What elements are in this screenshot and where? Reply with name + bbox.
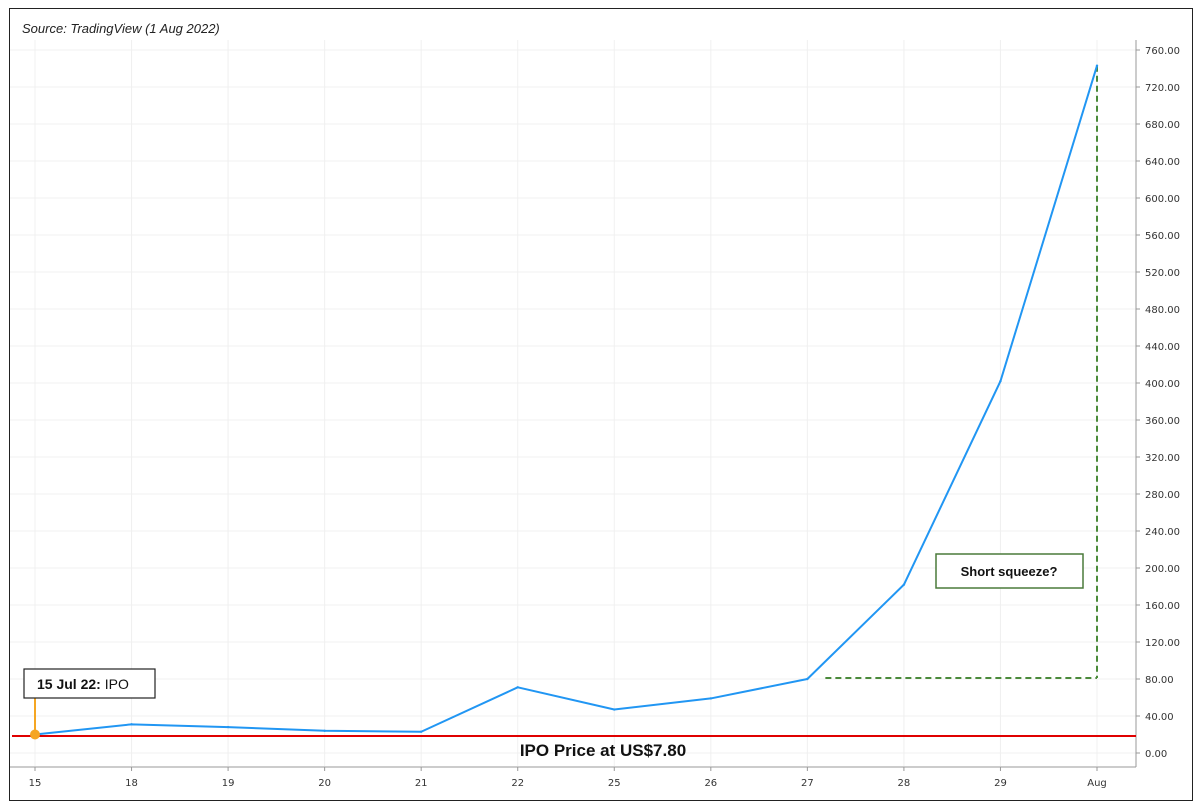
x-tick-label-3: 20: [318, 778, 331, 789]
point-20: [323, 729, 326, 732]
x-tick-label-0: 15: [29, 778, 42, 789]
y-tick-label-0: 0.00: [1145, 749, 1167, 760]
y-tick-label-18: 720.00: [1145, 83, 1180, 94]
y-axis-ticks: 0.00 40.00 80.00 120.00 160.00 200.00 240.00 28…: [1136, 46, 1180, 760]
point-22: [516, 686, 519, 689]
y-tick-label-5: 200.00: [1145, 564, 1180, 575]
x-tick-label-5: 22: [511, 778, 524, 789]
x-tick-label-11: Aug: [1087, 778, 1107, 789]
point-27: [806, 677, 809, 681]
y-tick-label-8: 320.00: [1145, 453, 1180, 464]
short-squeeze-callout-box: [935, 553, 1084, 589]
x-tick-label-9: 28: [898, 778, 911, 789]
ipo-callout-date: 15 Jul 22:: [37, 676, 101, 692]
y-tick-label-1: 40.00: [1145, 712, 1174, 723]
ipo-callout-label: 15 Jul 22: IPO: [37, 676, 129, 692]
point-19: [226, 725, 230, 729]
chart-frame: [9, 8, 1193, 801]
y-tick-label-15: 600.00: [1145, 194, 1180, 205]
ipo-callout-event: IPO: [101, 676, 129, 692]
y-tick-label-4: 160.00: [1145, 601, 1180, 612]
x-tick-label-8: 27: [801, 778, 814, 789]
series-line: [34, 65, 1098, 736]
y-tick-label-11: 440.00: [1145, 342, 1180, 353]
point-18: [130, 723, 133, 726]
y-tick-label-10: 400.00: [1145, 379, 1180, 390]
x-axis-ticks: 15 18 19 20 21 22 25 26 27 28 29 Aug: [29, 767, 1107, 789]
y-tick-label-16: 640.00: [1145, 157, 1180, 168]
x-tick-label-6: 25: [608, 778, 621, 789]
x-tick-label-10: 29: [994, 778, 1007, 789]
source-caption: Source: TradingView (1 Aug 2022): [22, 21, 220, 36]
point-28: [902, 583, 906, 586]
y-tick-label-6: 240.00: [1145, 527, 1180, 538]
short-squeeze-label: Short squeeze?: [961, 564, 1058, 579]
y-tick-label-12: 480.00: [1145, 305, 1180, 316]
point-Aug: [1095, 64, 1099, 67]
y-tick-label-17: 680.00: [1145, 120, 1180, 131]
y-tick-label-7: 280.00: [1145, 490, 1180, 501]
axes: [10, 40, 1137, 768]
y-tick-label-3: 120.00: [1145, 638, 1180, 649]
ipo-marker: [30, 729, 40, 740]
x-tick-label-2: 19: [222, 778, 235, 789]
x-tick-label-7: 26: [704, 778, 717, 789]
ipo-callout-box: [23, 668, 156, 699]
point-25: [613, 708, 616, 711]
y-tick-label-13: 520.00: [1145, 268, 1180, 279]
x-tick-label-4: 21: [415, 778, 428, 789]
series-points: [33, 64, 1099, 736]
gridlines: [10, 40, 1136, 766]
point-29: [999, 379, 1002, 383]
point-21: [419, 730, 423, 733]
y-tick-label-2: 80.00: [1145, 675, 1174, 686]
y-tick-label-19: 760.00: [1145, 46, 1180, 57]
x-tick-label-1: 18: [125, 778, 138, 789]
ipo-price-label: IPO Price at US$7.80: [520, 741, 686, 760]
point-26: [709, 697, 713, 700]
y-tick-label-9: 360.00: [1145, 416, 1180, 427]
y-tick-label-14: 560.00: [1145, 231, 1180, 242]
